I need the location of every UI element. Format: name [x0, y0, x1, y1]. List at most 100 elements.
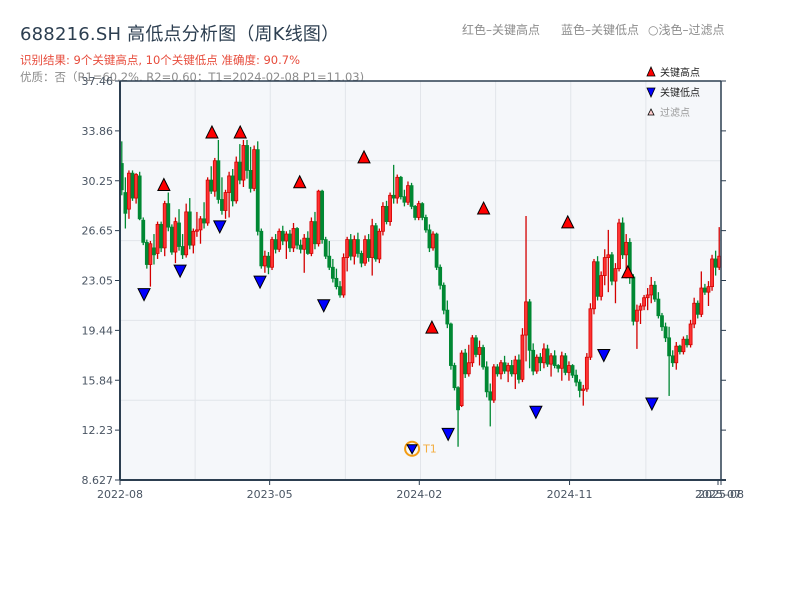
candle-body	[398, 176, 403, 198]
candle-body	[280, 230, 285, 242]
candle-body	[144, 241, 149, 265]
candle-body	[406, 185, 410, 203]
legend-high-icon	[646, 66, 656, 77]
candle-body	[620, 222, 625, 256]
candle-body	[169, 226, 174, 253]
candle-body	[195, 229, 199, 232]
candle-body	[495, 366, 500, 375]
candle-body	[266, 255, 271, 268]
candle-body	[166, 203, 171, 228]
candle-body	[212, 160, 217, 192]
y-tick-label: 8.627	[82, 474, 114, 487]
legend-label: 关键高点	[660, 66, 700, 79]
candle-body	[463, 352, 468, 375]
candle-body	[141, 219, 146, 243]
candle-body	[191, 230, 196, 246]
candle-body	[563, 355, 568, 373]
candle-body	[148, 243, 153, 265]
candle-body	[685, 338, 689, 346]
candle-body	[609, 254, 614, 282]
candle-body	[506, 365, 511, 372]
candle-body	[220, 199, 224, 211]
candle-body	[245, 145, 249, 171]
key-high-marker	[621, 264, 635, 279]
candle-body	[674, 345, 679, 364]
candle-body	[270, 239, 274, 268]
candle-body	[624, 241, 629, 256]
t1-ring	[404, 440, 421, 457]
key-low-marker	[645, 397, 659, 412]
candle-body	[635, 309, 639, 322]
candle-body	[366, 239, 371, 258]
candle-body	[577, 381, 582, 391]
candle-body	[227, 175, 232, 193]
candle-body	[248, 169, 253, 189]
key-high-marker	[425, 319, 439, 334]
y-tick-label: 15.84	[82, 374, 114, 387]
y-tick-label: 23.05	[82, 275, 114, 288]
candle-body	[509, 365, 514, 375]
top-legend-red: 红色–关键高点	[462, 23, 541, 37]
candle-body	[137, 175, 142, 220]
candle-body	[542, 348, 546, 364]
candle-body	[384, 205, 389, 222]
candle-body	[531, 349, 536, 372]
candle-body	[259, 230, 264, 267]
candle-body	[291, 228, 296, 249]
candle-body	[642, 297, 646, 307]
candle-body	[545, 348, 550, 365]
candle-body	[298, 244, 303, 250]
candle-body	[341, 257, 346, 296]
candle-body	[327, 255, 332, 268]
candle-body	[123, 192, 128, 214]
candle-body	[313, 221, 317, 245]
x-tick-label: 2025-08	[698, 488, 744, 501]
key-low-marker	[441, 427, 455, 442]
key-low-marker	[596, 349, 611, 363]
candle-body	[159, 223, 164, 249]
y-tick-label: 19.44	[82, 324, 114, 337]
key-high-marker	[233, 124, 248, 139]
candle-body	[402, 196, 407, 203]
candle-body	[295, 228, 299, 246]
candle-body	[516, 359, 521, 380]
candle-body	[660, 315, 664, 328]
x-tick-label: 2025-07	[695, 488, 741, 501]
legend-label: 关键低点	[660, 86, 700, 99]
top-legend-blue: 蓝色–关键低点	[561, 23, 640, 37]
candle-body	[334, 277, 339, 288]
candle-body	[237, 161, 242, 181]
candle-body	[330, 266, 335, 279]
axes: 37.46 33.86 30.25 26.65 23.05 19.44 15.84 12.23…	[82, 75, 744, 501]
candle-body	[645, 294, 650, 299]
x-tick-label: 2024-11	[547, 488, 593, 501]
t1-label: T1	[422, 443, 437, 456]
key-high-marker	[357, 149, 371, 164]
candle-body	[198, 218, 203, 231]
candle-body	[459, 352, 464, 407]
y-tick-label: 33.86	[82, 125, 114, 138]
candle-body	[409, 185, 414, 207]
candle-body	[527, 301, 532, 351]
candle-body	[466, 362, 471, 375]
candle-body	[534, 356, 539, 372]
key-high-marker	[476, 200, 491, 215]
candle-body	[445, 309, 450, 325]
candle-body	[699, 287, 704, 315]
candle-body	[234, 161, 239, 202]
candle-body	[216, 160, 221, 200]
candle-body	[513, 359, 518, 375]
candle-body	[205, 179, 210, 224]
y-tick-label: 12.23	[82, 424, 114, 437]
candle-body	[449, 323, 453, 366]
top-legend-light: ○浅色–过滤点	[648, 23, 725, 37]
candle-body	[391, 194, 396, 199]
candle-body	[302, 237, 307, 250]
candle-body	[359, 253, 364, 264]
candle-body	[652, 284, 657, 300]
candle-body	[538, 356, 543, 364]
candle-body	[255, 149, 260, 232]
candle-body	[588, 308, 593, 358]
legend-label: 过滤点	[660, 106, 690, 119]
candle-body	[452, 365, 457, 389]
